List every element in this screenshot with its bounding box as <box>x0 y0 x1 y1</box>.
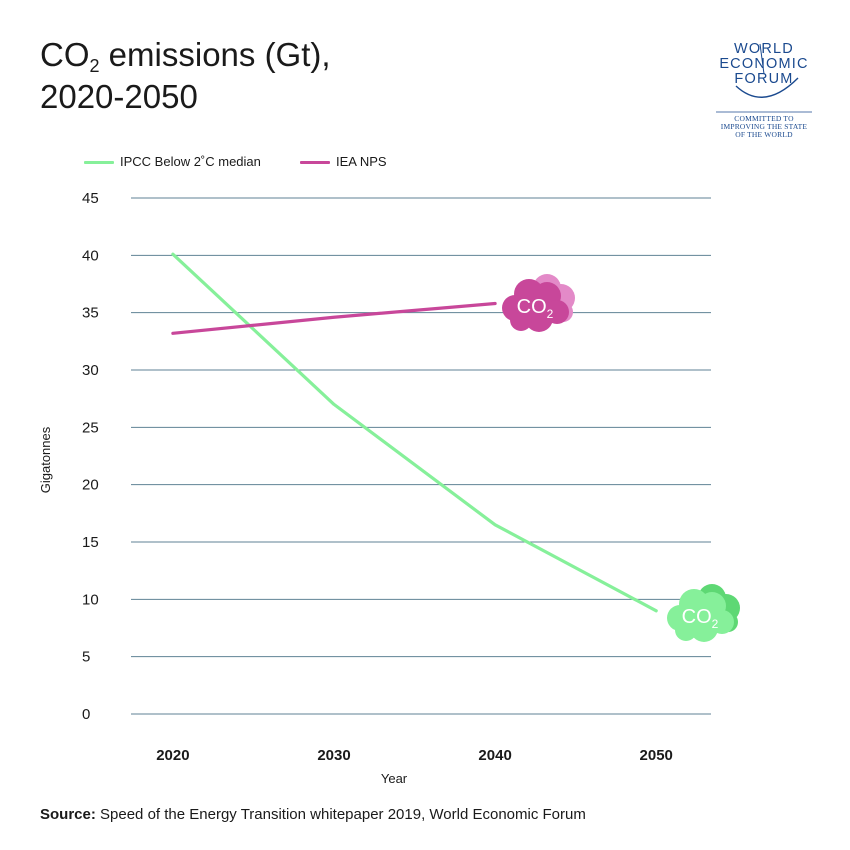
logo-line-forum: FORUM <box>734 71 794 87</box>
wef-logo: WORLD ECONOMIC FORUM COMMITTED TO IMPROV… <box>706 38 822 142</box>
title-rest: emissions (Gt), <box>99 36 331 73</box>
legend-label-ipcc: IPCC Below 2˚C median <box>120 154 261 169</box>
x-tick-label: 2030 <box>317 747 350 764</box>
title-subscript: 2 <box>89 56 100 76</box>
title-years: 2020-2050 <box>40 78 198 115</box>
x-axis-label: Year <box>381 771 408 786</box>
y-axis-label: Gigatonnes <box>38 426 53 493</box>
logo-line-economic: ECONOMIC <box>719 56 809 72</box>
series-line-iea <box>171 301 497 335</box>
y-tick-label: 10 <box>82 591 99 608</box>
legend-item-iea: IEA NPS <box>300 154 387 169</box>
svg-text:CO2: CO2 <box>682 606 719 631</box>
logo-line-world: WORLD <box>734 41 794 57</box>
y-tick-label: 25 <box>82 419 99 436</box>
logo-tagline-1: COMMITTED TO <box>734 114 794 123</box>
logo-arc-icon <box>716 43 812 113</box>
y-tick-label: 15 <box>82 534 99 551</box>
legend-swatch-ipcc <box>84 161 114 165</box>
y-tick-label: 45 <box>82 190 99 207</box>
y-tick-label: 35 <box>82 305 99 322</box>
legend-item-ipcc: IPCC Below 2˚C median <box>84 154 261 169</box>
legend-label-iea: IEA NPS <box>336 154 387 169</box>
y-tick-label: 5 <box>82 649 90 666</box>
co2-cloud-icon-ipcc: CO2 <box>667 584 740 642</box>
legend-swatch-iea <box>300 161 330 165</box>
x-tick-label: 2020 <box>156 747 189 764</box>
source-text: Speed of the Energy Transition whitepape… <box>95 806 586 823</box>
x-tick-label: 2050 <box>640 747 673 764</box>
y-tick-label: 0 <box>82 706 90 723</box>
logo-tagline-2: IMPROVING THE STATE <box>720 122 808 131</box>
y-tick-label: 30 <box>82 362 99 379</box>
logo-tagline-3: OF THE WORLD <box>735 130 793 139</box>
chart-title: CO2 emissions (Gt), 2020-2050 <box>40 34 331 118</box>
x-tick-label: 2040 <box>478 747 511 764</box>
y-tick-label: 20 <box>82 477 99 494</box>
series-line-ipcc <box>171 252 658 613</box>
title-co: CO <box>40 36 90 73</box>
source-note: Source: Speed of the Energy Transition w… <box>40 806 586 823</box>
svg-text:CO2: CO2 <box>517 296 554 321</box>
y-tick-label: 40 <box>82 247 99 264</box>
co2-cloud-icon-iea: CO2 <box>502 274 575 332</box>
source-label: Source: <box>40 806 96 823</box>
